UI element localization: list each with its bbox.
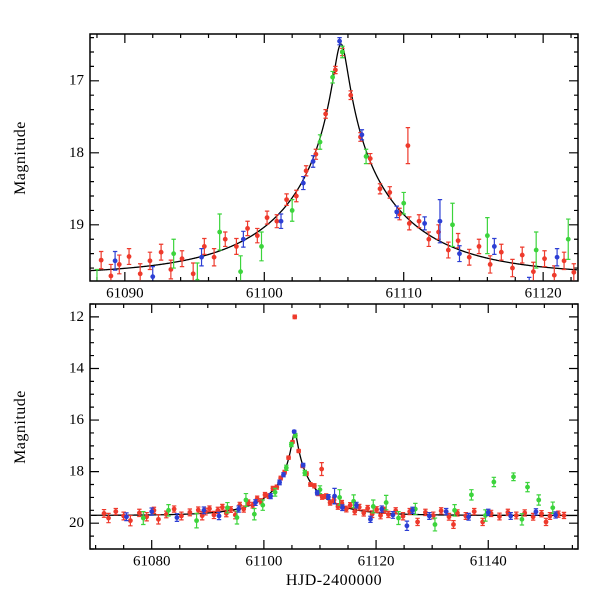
x-axis-label: HJD-2400000	[285, 572, 383, 589]
y-axis-label-bottom: Magnitude	[12, 390, 29, 464]
y-axis-label-top: Magnitude	[12, 121, 29, 195]
